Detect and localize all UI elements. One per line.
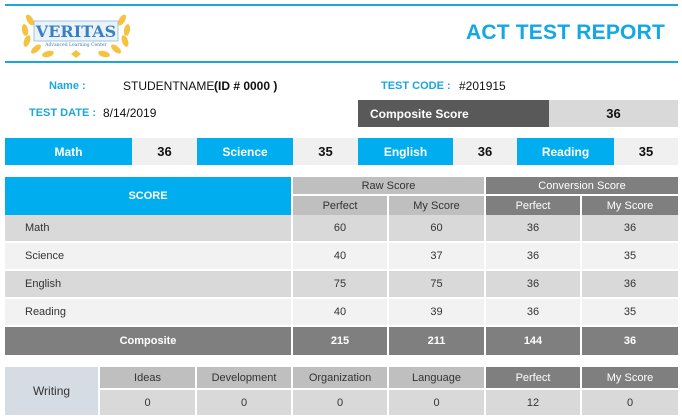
test-code-value: #201915 (459, 79, 506, 93)
test-code-label: TEST CODE : (381, 80, 451, 92)
raw-perfect-header: Perfect (293, 196, 389, 215)
subject-label-english: English (358, 138, 453, 165)
composite-conv-my: 36 (582, 327, 678, 355)
writing-development-header: Development (197, 367, 293, 390)
row-conv-my: 36 (582, 271, 678, 299)
row-subject: Science (5, 243, 293, 271)
row-raw-my: 37 (389, 243, 486, 271)
conversion-score-header: Conversion Score (486, 177, 678, 196)
row-raw-perfect: 75 (293, 271, 389, 299)
row-subject: Reading (5, 299, 293, 327)
writing-language-value: 0 (389, 390, 486, 415)
composite-score-value: 36 (549, 100, 678, 127)
row-conv-perfect: 36 (486, 243, 582, 271)
composite-conv-perfect: 144 (486, 327, 582, 355)
row-subject: English (5, 271, 293, 299)
raw-score-header: Raw Score (293, 177, 486, 196)
writing-my-score-header: My Score (582, 367, 678, 390)
svg-text:Advanced Learning Center: Advanced Learning Center (44, 42, 107, 48)
row-raw-perfect: 40 (293, 299, 389, 327)
writing-development-value: 0 (197, 390, 293, 415)
test-date-value: 8/14/2019 (103, 106, 157, 120)
subject-label-reading: Reading (517, 138, 614, 165)
subject-score-math: 36 (132, 138, 197, 165)
svg-text:VERITAS: VERITAS (35, 22, 116, 41)
writing-organization-value: 0 (293, 390, 389, 415)
row-conv-my: 36 (582, 215, 678, 243)
row-conv-perfect: 36 (486, 299, 582, 327)
score-table-header: SCORE (5, 177, 293, 215)
conv-my-score-header: My Score (582, 196, 678, 215)
raw-my-score-header: My Score (389, 196, 486, 215)
row-raw-perfect: 60 (293, 215, 389, 243)
conv-perfect-header: Perfect (486, 196, 582, 215)
subject-label-science: Science (197, 138, 293, 165)
row-subject: Math (5, 215, 293, 243)
composite-raw-perfect: 215 (293, 327, 389, 355)
composite-score-label: Composite Score (358, 100, 549, 127)
writing-my-score-value: 0 (582, 390, 678, 415)
row-conv-my: 35 (582, 299, 678, 327)
writing-organization-header: Organization (293, 367, 389, 390)
report-title: ACT TEST REPORT (465, 21, 665, 44)
row-raw-perfect: 40 (293, 243, 389, 271)
writing-language-header: Language (389, 367, 486, 390)
subject-score-english: 36 (453, 138, 517, 165)
student-id: (ID # 0000 ) (214, 79, 278, 93)
subject-label-math: Math (5, 138, 132, 165)
row-conv-perfect: 36 (486, 271, 582, 299)
header-top-rule (5, 4, 678, 6)
veritas-logo: VERITAS Advanced Learning Center (16, 8, 136, 60)
writing-ideas-header: Ideas (100, 367, 197, 390)
subject-score-reading: 35 (614, 138, 678, 165)
writing-ideas-value: 0 (100, 390, 197, 415)
header-bottom-rule (5, 61, 678, 63)
row-conv-perfect: 36 (486, 215, 582, 243)
laurel-wreath-icon: VERITAS Advanced Learning Center (21, 14, 131, 58)
writing-label: Writing (5, 367, 100, 415)
composite-raw-my: 211 (389, 327, 486, 355)
row-conv-my: 35 (582, 243, 678, 271)
composite-label: Composite (5, 327, 293, 355)
writing-perfect-header: Perfect (486, 367, 582, 390)
subject-score-science: 35 (293, 138, 358, 165)
row-raw-my: 39 (389, 299, 486, 327)
row-raw-my: 75 (389, 271, 486, 299)
test-date-label: TEST DATE : (29, 107, 97, 119)
student-name: STUDENTNAME (123, 79, 215, 93)
row-raw-my: 60 (389, 215, 486, 243)
writing-perfect-value: 12 (486, 390, 582, 415)
name-label: Name : (49, 80, 86, 92)
